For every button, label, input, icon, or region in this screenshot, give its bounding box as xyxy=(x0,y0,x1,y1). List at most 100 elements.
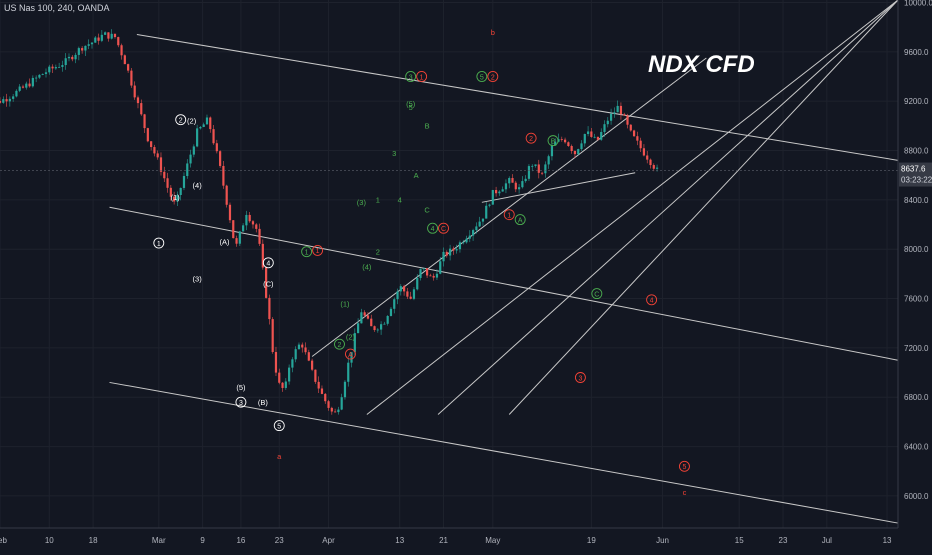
candle-body[interactable] xyxy=(130,70,133,86)
candle-body[interactable] xyxy=(274,352,278,373)
candle-body[interactable] xyxy=(442,251,445,262)
candle-body[interactable] xyxy=(235,238,238,244)
candle-body[interactable] xyxy=(71,56,74,60)
candle-body[interactable] xyxy=(340,397,343,410)
candle-body[interactable] xyxy=(44,72,48,74)
channel-line[interactable] xyxy=(481,172,636,203)
candle-body[interactable] xyxy=(343,381,347,398)
candle-body[interactable] xyxy=(366,315,370,319)
candle-body[interactable] xyxy=(35,77,38,79)
candle-body[interactable] xyxy=(248,214,251,222)
candle-body[interactable] xyxy=(468,235,471,239)
candle-body[interactable] xyxy=(649,159,652,166)
candle-body[interactable] xyxy=(317,381,320,389)
candle-body[interactable] xyxy=(544,164,547,174)
candle-body[interactable] xyxy=(28,83,31,87)
candle-body[interactable] xyxy=(205,117,209,125)
channel-line[interactable] xyxy=(136,34,899,161)
candle-body[interactable] xyxy=(570,145,573,151)
candle-body[interactable] xyxy=(54,67,57,69)
candle-body[interactable] xyxy=(222,165,225,186)
candle-body[interactable] xyxy=(508,178,511,184)
candle-body[interactable] xyxy=(524,178,527,182)
candle-body[interactable] xyxy=(143,114,146,129)
candle-body[interactable] xyxy=(297,344,301,350)
candle-body[interactable] xyxy=(353,333,356,353)
candle-body[interactable] xyxy=(265,267,268,298)
candle-body[interactable] xyxy=(107,32,110,39)
candle-body[interactable] xyxy=(393,299,396,309)
candle-body[interactable] xyxy=(655,167,659,169)
candle-body[interactable] xyxy=(550,145,554,157)
candle-body[interactable] xyxy=(554,141,557,146)
candle-body[interactable] xyxy=(41,73,44,75)
candle-body[interactable] xyxy=(373,326,376,331)
candle-layer[interactable] xyxy=(0,29,659,415)
candle-body[interactable] xyxy=(245,214,248,226)
candle-body[interactable] xyxy=(521,181,524,188)
candle-body[interactable] xyxy=(84,45,87,51)
candle-body[interactable] xyxy=(465,238,468,243)
candle-body[interactable] xyxy=(531,165,534,167)
candle-body[interactable] xyxy=(586,131,590,135)
candle-body[interactable] xyxy=(212,129,215,144)
candle-body[interactable] xyxy=(238,231,241,244)
candle-body[interactable] xyxy=(616,105,619,113)
candle-body[interactable] xyxy=(629,124,632,131)
candle-body[interactable] xyxy=(189,154,192,164)
candle-body[interactable] xyxy=(498,191,501,194)
candle-body[interactable] xyxy=(219,151,222,166)
candle-body[interactable] xyxy=(412,289,416,299)
candle-body[interactable] xyxy=(363,312,366,316)
candle-body[interactable] xyxy=(380,324,383,330)
candle-body[interactable] xyxy=(301,344,304,348)
time-scale[interactable] xyxy=(0,528,932,550)
candle-body[interactable] xyxy=(2,99,5,103)
candle-body[interactable] xyxy=(642,148,646,156)
candle-body[interactable] xyxy=(324,393,327,402)
candle-body[interactable] xyxy=(406,291,409,297)
candle-body[interactable] xyxy=(350,352,353,363)
candle-body[interactable] xyxy=(626,115,629,125)
candle-body[interactable] xyxy=(179,187,182,195)
candle-body[interactable] xyxy=(251,221,255,225)
candle-body[interactable] xyxy=(67,56,71,59)
candle-body[interactable] xyxy=(268,297,271,320)
candle-body[interactable] xyxy=(0,100,2,103)
candle-body[interactable] xyxy=(389,308,393,316)
candle-body[interactable] xyxy=(199,126,202,129)
candle-body[interactable] xyxy=(113,33,117,38)
candle-body[interactable] xyxy=(370,318,373,327)
candle-body[interactable] xyxy=(573,150,577,155)
candle-body[interactable] xyxy=(613,112,616,114)
candle-body[interactable] xyxy=(117,37,120,46)
candle-body[interactable] xyxy=(471,230,475,236)
candle-body[interactable] xyxy=(488,204,491,206)
candle-body[interactable] xyxy=(182,176,186,188)
candle-body[interactable] xyxy=(225,185,228,205)
candle-body[interactable] xyxy=(619,105,623,115)
candle-body[interactable] xyxy=(403,286,406,292)
candle-body[interactable] xyxy=(133,85,136,98)
candle-body[interactable] xyxy=(609,113,613,121)
candle-body[interactable] xyxy=(580,143,583,150)
candle-body[interactable] xyxy=(61,65,64,67)
candle-body[interactable] xyxy=(159,157,163,172)
candle-body[interactable] xyxy=(409,296,412,299)
candle-body[interactable] xyxy=(202,124,205,127)
candle-body[interactable] xyxy=(504,183,508,190)
candle-body[interactable] xyxy=(104,32,107,35)
candle-body[interactable] xyxy=(288,367,291,382)
candle-body[interactable] xyxy=(12,96,15,99)
candle-body[interactable] xyxy=(537,164,540,173)
candle-body[interactable] xyxy=(163,171,166,179)
candle-body[interactable] xyxy=(100,34,103,41)
candle-body[interactable] xyxy=(320,388,324,394)
candle-body[interactable] xyxy=(228,204,232,221)
candle-body[interactable] xyxy=(458,242,462,250)
candle-body[interactable] xyxy=(242,225,245,232)
candle-body[interactable] xyxy=(563,139,567,143)
candle-body[interactable] xyxy=(120,45,123,56)
candle-body[interactable] xyxy=(422,268,425,270)
